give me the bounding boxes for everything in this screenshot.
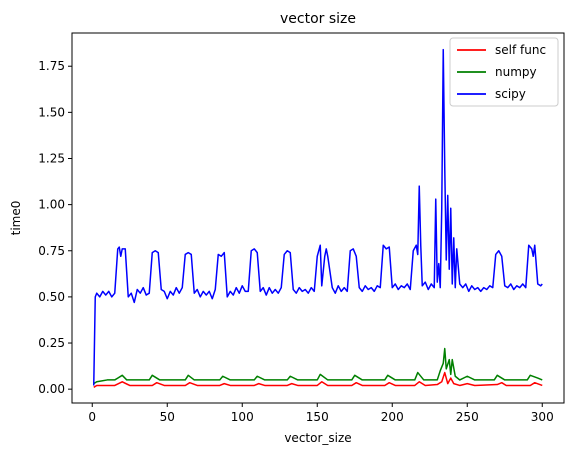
legend-label-numpy: numpy [495, 65, 537, 79]
y-tick-label: 1.00 [38, 198, 65, 212]
series-line-self-func [93, 371, 543, 388]
x-tick-label: 50 [160, 410, 175, 424]
y-tick-label: 1.50 [38, 105, 65, 119]
x-tick-label: 250 [456, 410, 479, 424]
x-tick-label: 100 [231, 410, 254, 424]
series-line-numpy [93, 347, 543, 385]
y-tick-label: 0.75 [38, 244, 65, 258]
y-axis-label: time0 [9, 201, 23, 236]
legend-box [449, 37, 559, 107]
y-tick-label: 0.25 [38, 336, 65, 350]
x-axis-label: vector_size [284, 431, 351, 445]
series-line-scipy [93, 48, 543, 386]
y-tick-label: 1.25 [38, 151, 65, 165]
legend: self func numpy scipy [449, 37, 559, 107]
x-tick-label: 0 [88, 410, 96, 424]
y-tick-label: 0.00 [38, 382, 65, 396]
x-tick-label: 200 [381, 410, 404, 424]
y-tick-label: 1.75 [38, 59, 65, 73]
y-axis: 0.00 0.25 0.50 0.75 1.00 1.25 1.50 1.75 [38, 59, 72, 396]
chart-title: vector size [280, 11, 356, 27]
legend-label-self-func: self func [495, 43, 546, 57]
x-tick-label: 300 [531, 410, 554, 424]
y-tick-label: 0.50 [38, 290, 65, 304]
plot-frame [71, 32, 565, 404]
x-tick-label: 150 [306, 410, 329, 424]
x-axis: 0 50 100 150 200 250 300 [88, 403, 554, 424]
series-layer [93, 48, 543, 388]
legend-label-scipy: scipy [495, 87, 526, 101]
